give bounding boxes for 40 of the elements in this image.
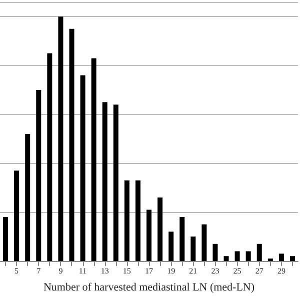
bar xyxy=(47,53,52,261)
x-axis-title: Number of harvested mediastinal LN (med-LN) xyxy=(43,282,255,294)
bar xyxy=(69,28,74,261)
bar xyxy=(124,180,130,261)
x-tick-label: 29 xyxy=(277,266,286,276)
bar xyxy=(14,170,20,261)
x-tick-label: 11 xyxy=(78,266,87,276)
x-tick-label: 15 xyxy=(122,266,131,276)
bar xyxy=(158,197,163,261)
x-tick-label: 25 xyxy=(233,266,242,276)
x-tick-label: 23 xyxy=(211,266,220,276)
x-tick-label: 21 xyxy=(189,266,198,276)
x-tick-label: 7 xyxy=(36,266,41,276)
bar xyxy=(168,232,174,261)
bar xyxy=(190,236,196,261)
bar xyxy=(113,104,118,261)
bar xyxy=(3,217,8,261)
bar xyxy=(102,102,108,261)
bar xyxy=(135,180,140,261)
bar xyxy=(256,244,262,261)
bar xyxy=(234,251,240,261)
bar xyxy=(202,224,207,261)
x-tick-label: 17 xyxy=(145,266,153,276)
bar xyxy=(224,256,229,261)
bar xyxy=(278,254,284,261)
bar xyxy=(25,134,30,261)
bar xyxy=(80,75,86,261)
bar xyxy=(91,58,96,261)
bar xyxy=(180,217,185,261)
x-tick-label: 9 xyxy=(58,266,63,276)
bar xyxy=(212,244,218,261)
bar xyxy=(58,16,64,261)
x-tick-label: 19 xyxy=(167,266,176,276)
x-tick-label: 5 xyxy=(14,266,19,276)
bar xyxy=(290,256,295,261)
x-tick-label: 27 xyxy=(255,266,264,276)
x-tick-label: 13 xyxy=(100,266,109,276)
bar xyxy=(36,90,42,261)
bar xyxy=(146,210,152,261)
bar xyxy=(246,251,251,261)
